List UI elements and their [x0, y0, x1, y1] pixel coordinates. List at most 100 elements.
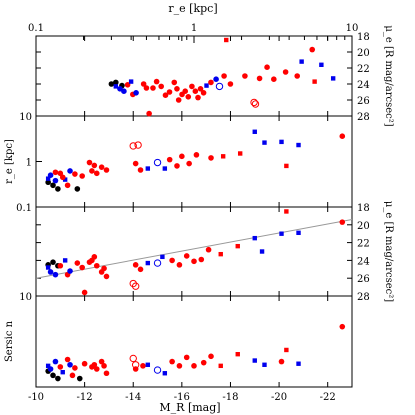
panel-frame-1 — [35, 115, 353, 208]
data-point — [185, 94, 192, 100]
data-point — [89, 168, 95, 174]
data-point — [45, 265, 51, 270]
data-point — [140, 363, 146, 369]
data-point — [79, 173, 85, 179]
data-point — [103, 273, 110, 280]
data-point — [108, 81, 115, 87]
mu-tick-label: 22 — [357, 64, 370, 75]
mu-tick-label: 28 — [357, 292, 370, 303]
data-point — [103, 167, 110, 173]
data-point — [279, 139, 284, 145]
data-point — [284, 209, 289, 214]
data-point — [169, 358, 175, 365]
data-point — [62, 177, 68, 182]
data-point — [81, 360, 88, 367]
data-point — [113, 79, 119, 86]
data-point — [93, 262, 100, 269]
fit-line — [35, 218, 353, 279]
mu-tick-label: 24 — [357, 256, 370, 267]
data-point — [192, 88, 199, 94]
data-point — [150, 85, 156, 91]
data-point — [160, 254, 165, 260]
data-point — [86, 159, 93, 166]
data-point — [101, 363, 107, 369]
data-point — [200, 359, 207, 366]
bottom-tick-label: -20 — [271, 392, 287, 403]
data-point — [215, 82, 224, 91]
mu-tick-label: 28 — [357, 112, 370, 123]
panel-frames: 0.1 1 10 -10 -12 -14 -16 -18 -20 -22 18 20 22 24 26 28 μ… — [4, 23, 394, 403]
bottom-tick-label: -14 — [125, 392, 141, 403]
data-point — [162, 371, 168, 376]
panel-frame-3 — [35, 295, 353, 388]
data-point — [91, 361, 98, 368]
data-point — [45, 363, 51, 369]
data-point — [176, 262, 183, 268]
data-point — [296, 142, 301, 148]
data-point — [221, 73, 227, 79]
data-point — [76, 375, 83, 382]
data-point — [179, 153, 185, 160]
data-point — [93, 170, 100, 177]
data-point — [57, 262, 64, 269]
data-point — [69, 372, 76, 379]
data-point — [294, 73, 301, 79]
data-point — [50, 259, 56, 265]
data-point — [220, 154, 226, 159]
data-point — [132, 160, 139, 167]
data-point — [103, 370, 110, 377]
data-point — [189, 83, 195, 90]
data-point — [296, 361, 301, 366]
mu-tick-label: 26 — [357, 96, 370, 107]
data-point — [162, 92, 169, 98]
data-point — [330, 76, 336, 81]
re-tick-label: 10 — [19, 112, 32, 123]
data-point — [175, 97, 182, 103]
data-point — [278, 358, 285, 365]
data-point — [81, 289, 88, 296]
data-point — [169, 257, 175, 264]
data-point — [235, 243, 240, 249]
data-point — [67, 268, 73, 274]
data-point — [132, 262, 139, 268]
bottom-tick-label: -18 — [222, 392, 238, 403]
data-point — [137, 266, 144, 273]
data-point — [145, 260, 151, 266]
data-point — [45, 179, 51, 186]
data-point — [204, 83, 209, 88]
data-point — [339, 219, 346, 225]
data-point — [47, 269, 54, 275]
mu-tick-label: 26 — [357, 274, 370, 285]
data-point — [174, 86, 180, 92]
top-tick-label: 1 — [191, 23, 197, 34]
data-point — [339, 323, 346, 330]
data-point — [74, 186, 81, 192]
data-point — [153, 366, 162, 374]
data-point — [93, 366, 100, 372]
data-point — [91, 162, 98, 169]
data-point — [262, 362, 267, 367]
n-axis-label: Sersic n — [4, 320, 15, 362]
data-point — [284, 347, 289, 353]
data-point — [205, 246, 212, 253]
bottom-tick-label: -16 — [174, 392, 190, 403]
data-point — [252, 358, 257, 363]
data-point — [218, 363, 223, 369]
top-axis-label: r_e [kpc] — [168, 2, 217, 15]
data-point — [166, 156, 173, 163]
data-point — [174, 163, 180, 169]
data-point — [74, 260, 81, 266]
data-point — [252, 235, 257, 241]
data-point — [145, 362, 151, 367]
data-point — [72, 365, 78, 371]
data-point — [312, 79, 317, 84]
data-point — [79, 264, 85, 271]
data-point — [237, 151, 243, 156]
data-point — [134, 141, 142, 149]
data-point — [143, 85, 150, 91]
data-point — [59, 174, 66, 181]
data-point — [145, 166, 151, 171]
data-point — [60, 369, 65, 375]
data-point — [191, 258, 197, 265]
data-point — [64, 182, 71, 189]
